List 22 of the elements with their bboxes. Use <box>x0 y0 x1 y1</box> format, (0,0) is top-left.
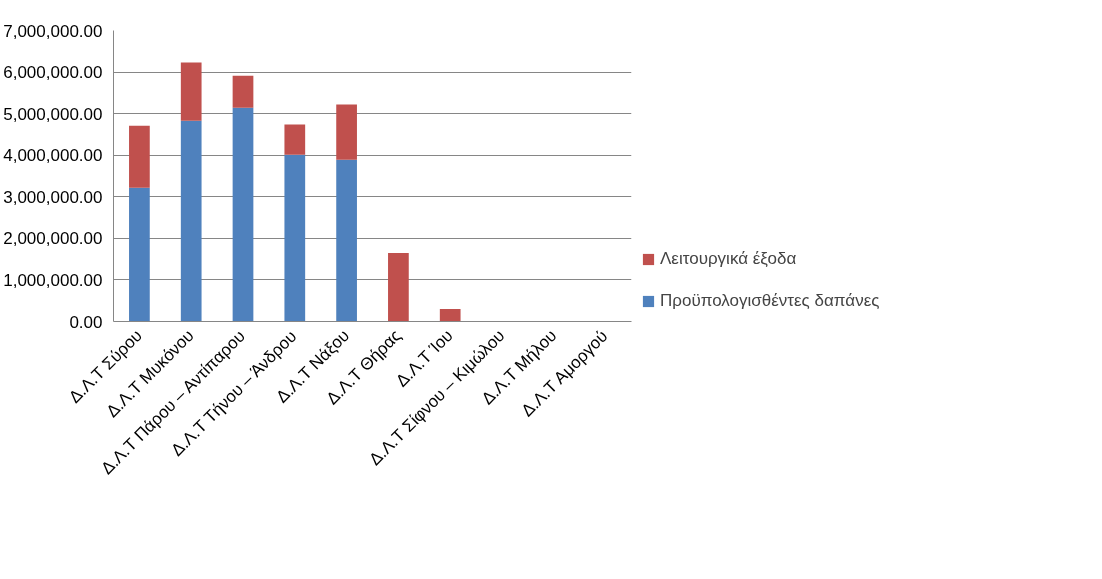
bar <box>232 107 254 322</box>
y-tick-label: 6,000,000.00 <box>3 63 103 83</box>
bar <box>180 120 202 322</box>
bar <box>129 125 150 188</box>
bar <box>129 187 150 322</box>
bar <box>336 159 357 322</box>
bar <box>232 75 254 108</box>
legend-label: Λειτουργικά έξοδα <box>660 249 797 269</box>
bar <box>336 104 357 160</box>
y-tick-label: 1,000,000.00 <box>3 270 103 290</box>
bar <box>180 62 202 121</box>
y-tick-label: 2,000,000.00 <box>3 229 103 249</box>
bar <box>388 252 409 322</box>
legend-label: Προϋπολογισθέντες δαπάνες <box>660 291 880 311</box>
y-tick-label: 7,000,000.00 <box>3 21 103 41</box>
y-tick-label: 5,000,000.00 <box>3 104 103 124</box>
y-tick-label: 4,000,000.00 <box>3 146 103 166</box>
y-tick-label: 3,000,000.00 <box>3 187 103 207</box>
bar <box>439 309 461 322</box>
y-tick-label: 0.00 <box>69 312 103 332</box>
bar <box>284 124 306 155</box>
bar <box>284 154 306 322</box>
